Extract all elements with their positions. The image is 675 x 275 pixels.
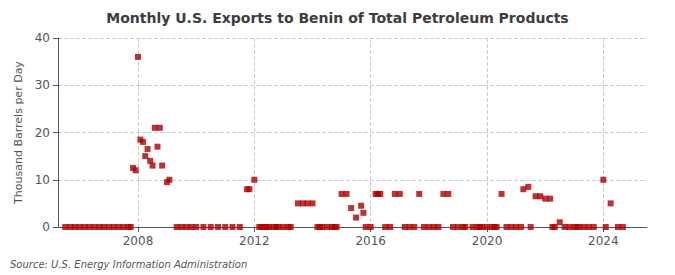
svg-text:2008: 2008	[123, 234, 154, 248]
svg-text:2016: 2016	[355, 234, 386, 248]
svg-text:40: 40	[35, 31, 50, 45]
svg-text:2012: 2012	[239, 234, 270, 248]
svg-text:Thousand Barrels per Day: Thousand Barrels per Day	[12, 61, 25, 205]
svg-text:2024: 2024	[588, 234, 619, 248]
svg-text:2020: 2020	[472, 234, 503, 248]
svg-text:Source: U.S. Energy Informatio: Source: U.S. Energy Information Administ…	[10, 259, 247, 270]
svg-text:30: 30	[35, 78, 50, 92]
svg-text:Monthly U.S. Exports to Benin: Monthly U.S. Exports to Benin of Total P…	[106, 10, 568, 26]
svg-text:10: 10	[35, 173, 50, 187]
svg-text:20: 20	[35, 126, 50, 140]
svg-text:0: 0	[42, 220, 50, 234]
